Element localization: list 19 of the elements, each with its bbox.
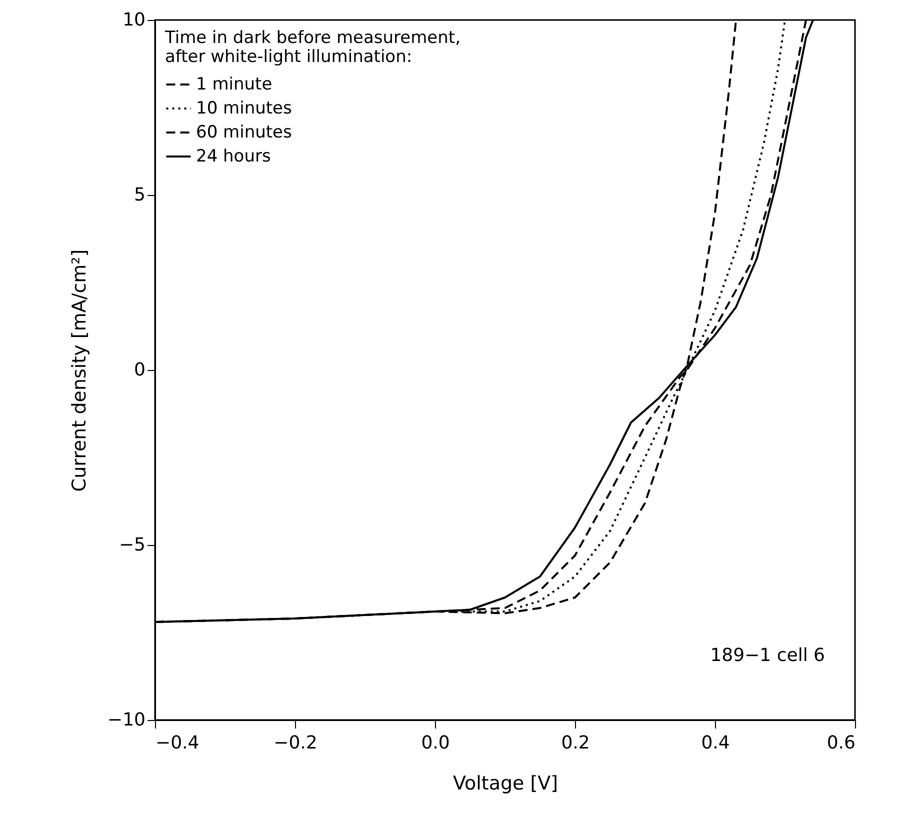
y-tick-label: −10: [108, 710, 146, 730]
legend-title: Time in dark before measurement, after white-light illumination:: [164, 28, 460, 67]
y-axis-title: Current density [mA/cm²]: [68, 249, 91, 492]
annotation: 189−1 cell 6: [710, 645, 825, 666]
x-tick-label: −0.2: [274, 732, 318, 754]
x-tick-label: −0.4: [156, 732, 200, 754]
x-tick-label: 0.0: [421, 732, 450, 754]
y-tick-label: 5: [134, 184, 146, 206]
y-tick-label: −5: [118, 534, 146, 556]
legend-label: 24 hours: [196, 146, 271, 166]
y-tick-label: 10: [122, 10, 146, 30]
x-axis-title: Voltage [V]: [452, 772, 558, 794]
legend-label: 60 minutes: [196, 122, 292, 142]
legend-label: 10 minutes: [196, 98, 292, 118]
y-tick-label: 0: [134, 360, 146, 380]
legend-label: 1 minute: [196, 74, 272, 94]
x-tick-label: 0.4: [701, 732, 730, 754]
x-tick-label: 0.2: [561, 732, 590, 754]
x-tick-label: 0.6: [826, 732, 856, 754]
